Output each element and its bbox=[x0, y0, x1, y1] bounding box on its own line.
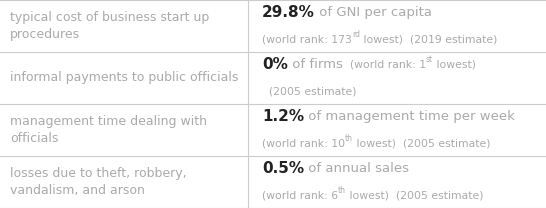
Text: (2005 estimate): (2005 estimate) bbox=[262, 87, 357, 97]
Text: 29.8%: 29.8% bbox=[262, 5, 315, 20]
Text: (world rank: 10: (world rank: 10 bbox=[262, 139, 345, 149]
Text: rd: rd bbox=[352, 30, 360, 40]
Text: informal payments to public officials: informal payments to public officials bbox=[10, 72, 238, 84]
Text: (world rank: 1: (world rank: 1 bbox=[343, 59, 426, 69]
Text: 0.5%: 0.5% bbox=[262, 161, 304, 176]
Text: (world rank: 173: (world rank: 173 bbox=[262, 35, 352, 45]
Text: (world rank: 6: (world rank: 6 bbox=[262, 191, 338, 201]
Text: of annual sales: of annual sales bbox=[304, 162, 409, 175]
Text: lowest): lowest) bbox=[433, 59, 476, 69]
Text: 0%: 0% bbox=[262, 57, 288, 72]
Text: management time dealing with
officials: management time dealing with officials bbox=[10, 115, 207, 145]
Text: typical cost of business start up
procedures: typical cost of business start up proced… bbox=[10, 11, 209, 41]
Text: of firms: of firms bbox=[288, 58, 343, 71]
Text: lowest)  (2005 estimate): lowest) (2005 estimate) bbox=[346, 191, 484, 201]
Text: th: th bbox=[338, 186, 346, 196]
Text: lowest)  (2005 estimate): lowest) (2005 estimate) bbox=[353, 139, 491, 149]
Text: losses due to theft, robbery,
vandalism, and arson: losses due to theft, robbery, vandalism,… bbox=[10, 167, 186, 197]
Text: of GNI per capita: of GNI per capita bbox=[315, 6, 432, 19]
Text: of management time per week: of management time per week bbox=[304, 110, 515, 123]
Text: 1.2%: 1.2% bbox=[262, 109, 304, 124]
Text: st: st bbox=[426, 55, 433, 64]
Text: lowest)  (2019 estimate): lowest) (2019 estimate) bbox=[360, 35, 497, 45]
Text: th: th bbox=[345, 134, 353, 144]
